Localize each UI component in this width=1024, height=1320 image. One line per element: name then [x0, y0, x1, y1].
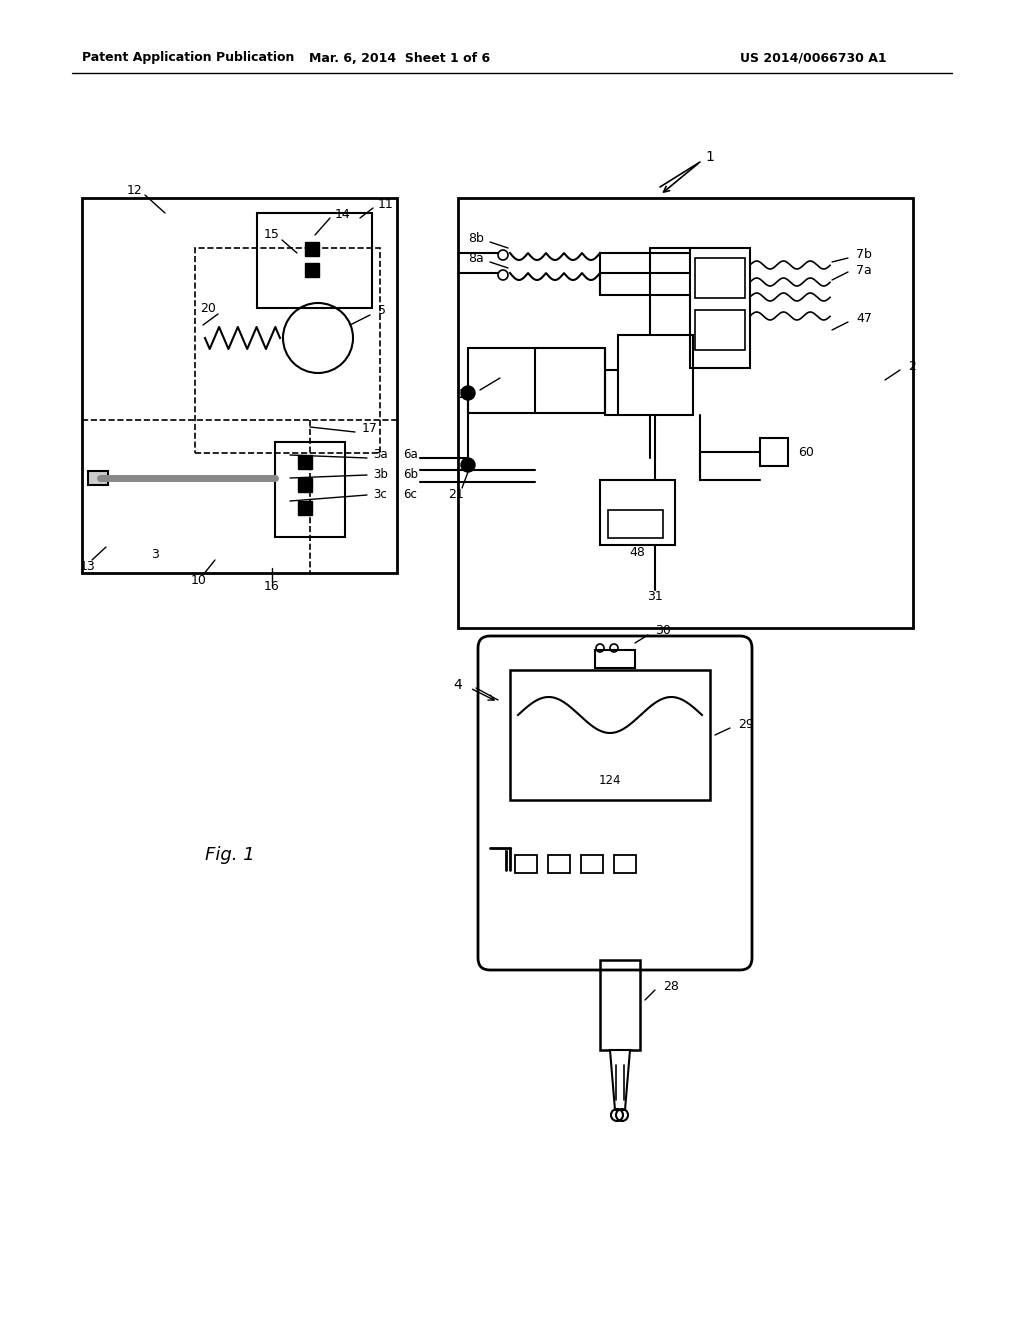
Text: 21: 21: [449, 487, 464, 500]
Bar: [600, 480, 675, 545]
Bar: [690, 248, 750, 368]
Text: 4: 4: [454, 678, 462, 692]
Text: 26: 26: [459, 388, 474, 401]
Text: 30: 30: [655, 624, 671, 638]
Bar: [275, 442, 345, 537]
Text: 48: 48: [629, 546, 645, 560]
Text: Patent Application Publication: Patent Application Publication: [82, 51, 294, 65]
Text: 15: 15: [264, 228, 280, 242]
Bar: [608, 510, 663, 539]
Polygon shape: [610, 1049, 630, 1110]
Bar: [581, 855, 603, 873]
Bar: [298, 502, 312, 515]
Text: 29: 29: [738, 718, 754, 731]
Text: US 2014/0066730 A1: US 2014/0066730 A1: [740, 51, 887, 65]
Text: 6c: 6c: [403, 487, 417, 500]
Text: 7a: 7a: [856, 264, 871, 276]
Text: 12: 12: [127, 183, 143, 197]
Text: 3c: 3c: [373, 487, 387, 500]
Text: 3b: 3b: [373, 469, 388, 482]
Bar: [548, 855, 570, 873]
Circle shape: [461, 458, 475, 473]
Text: 1: 1: [706, 150, 715, 164]
Bar: [458, 198, 913, 628]
Text: 6b: 6b: [403, 469, 418, 482]
Bar: [298, 478, 312, 492]
Bar: [195, 248, 380, 453]
Text: 31: 31: [647, 590, 663, 602]
Text: Mar. 6, 2014  Sheet 1 of 6: Mar. 6, 2014 Sheet 1 of 6: [309, 51, 490, 65]
Text: 8b: 8b: [468, 231, 484, 244]
Text: 3: 3: [152, 549, 159, 561]
Text: 16: 16: [264, 581, 280, 594]
Text: 28: 28: [663, 979, 679, 993]
Text: 2: 2: [908, 360, 915, 374]
Bar: [695, 257, 745, 298]
Bar: [618, 335, 693, 414]
Text: 11: 11: [378, 198, 394, 211]
Text: 6a: 6a: [403, 449, 418, 462]
Text: 7b: 7b: [856, 248, 871, 261]
Bar: [600, 960, 640, 1049]
Text: Fig. 1: Fig. 1: [205, 846, 255, 865]
Text: 14: 14: [335, 207, 351, 220]
Bar: [535, 348, 605, 413]
Text: 5: 5: [378, 305, 386, 318]
Text: 8a: 8a: [468, 252, 484, 264]
Bar: [595, 649, 635, 668]
Bar: [695, 310, 745, 350]
Text: 10: 10: [191, 574, 207, 587]
Text: 20: 20: [200, 301, 216, 314]
Bar: [305, 242, 319, 256]
Text: 13: 13: [80, 560, 96, 573]
Bar: [82, 198, 397, 573]
Bar: [510, 671, 710, 800]
Bar: [305, 263, 319, 277]
Text: 124: 124: [599, 774, 622, 787]
Circle shape: [461, 385, 475, 400]
Bar: [614, 855, 636, 873]
Text: 3a: 3a: [373, 449, 388, 462]
Bar: [515, 855, 537, 873]
Text: 60: 60: [798, 446, 814, 458]
FancyBboxPatch shape: [478, 636, 752, 970]
Bar: [88, 471, 108, 484]
Text: 17: 17: [362, 422, 378, 436]
Bar: [760, 438, 788, 466]
Bar: [298, 455, 312, 469]
Text: 47: 47: [856, 312, 871, 325]
Bar: [257, 213, 372, 308]
